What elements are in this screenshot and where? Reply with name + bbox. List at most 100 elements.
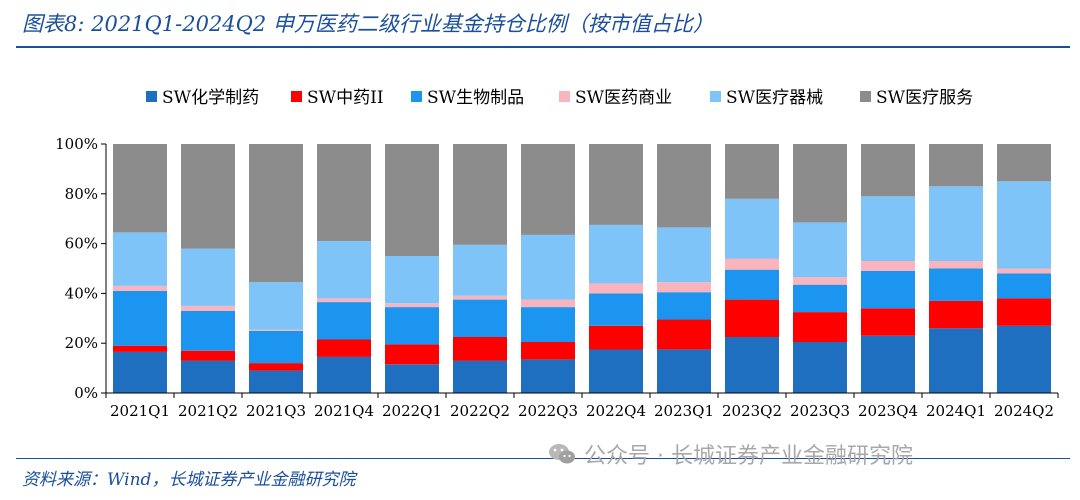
bar-segment-2021Q2-s2 xyxy=(181,310,235,351)
legend-item-1: SW中药II xyxy=(291,88,384,108)
bar-segment-2022Q1-s1 xyxy=(385,344,439,365)
bar-stack-2023Q4 xyxy=(861,144,915,393)
legend-label: SW医疗服务 xyxy=(876,88,973,108)
legend-label: SW中药II xyxy=(307,88,384,108)
bar-segment-2021Q4-s4 xyxy=(317,241,371,299)
bar-segment-2022Q4-s5 xyxy=(589,144,643,225)
bar-segment-2023Q3-s3 xyxy=(793,277,847,285)
x-tick-label: 2023Q4 xyxy=(858,402,918,420)
bar-segment-2022Q3-s5 xyxy=(521,144,575,235)
bar-segment-2023Q1-s2 xyxy=(657,292,711,320)
bar-stack-2023Q2 xyxy=(725,144,779,393)
bar-segment-2021Q1-s5 xyxy=(113,144,167,233)
bar-segment-2021Q3-s3 xyxy=(249,329,303,331)
bar-segment-2023Q2-s4 xyxy=(725,198,779,259)
bar-segment-2022Q1-s0 xyxy=(385,364,439,393)
bar-segment-2022Q3-s0 xyxy=(521,359,575,393)
bar-segment-2021Q2-s5 xyxy=(181,144,235,249)
x-tick-label: 2021Q3 xyxy=(246,402,306,420)
bar-stack-2024Q2 xyxy=(997,144,1051,393)
bar-segment-2021Q4-s3 xyxy=(317,298,371,303)
figure-source: 资料来源：Wind，长城证券产业金融研究院 xyxy=(22,470,356,490)
bar-segment-2021Q4-s0 xyxy=(317,356,371,393)
bar-segment-2021Q1-s0 xyxy=(113,351,167,393)
legend-item-5: SW医疗服务 xyxy=(860,88,973,108)
legend-swatch xyxy=(559,91,570,102)
bar-stack-2023Q1 xyxy=(657,144,711,393)
bar-segment-2022Q1-s2 xyxy=(385,307,439,345)
bar-stack-2023Q3 xyxy=(793,144,847,393)
bar-segment-2022Q4-s1 xyxy=(589,325,643,350)
legend-swatch xyxy=(291,91,302,102)
bar-segment-2021Q4-s1 xyxy=(317,339,371,357)
x-tick-label: 2022Q2 xyxy=(450,402,510,420)
bar-segment-2024Q2-s5 xyxy=(997,144,1051,182)
legend-item-3: SW医药商业 xyxy=(559,88,672,108)
bar-segment-2024Q2-s2 xyxy=(997,273,1051,299)
bar-segment-2022Q3-s4 xyxy=(521,234,575,300)
legend-swatch xyxy=(411,91,422,102)
bar-segment-2024Q1-s3 xyxy=(929,261,983,269)
bar-segment-2023Q2-s0 xyxy=(725,337,779,393)
bar-segment-2021Q2-s3 xyxy=(181,305,235,311)
bar-segment-2022Q4-s3 xyxy=(589,283,643,294)
bar-segment-2021Q2-s0 xyxy=(181,360,235,393)
bar-segment-2021Q3-s2 xyxy=(249,330,303,364)
bar-segment-2023Q2-s2 xyxy=(725,269,779,300)
bar-segment-2021Q3-s5 xyxy=(249,144,303,283)
bar-stack-2022Q1 xyxy=(385,144,439,393)
bar-stack-2021Q2 xyxy=(181,144,235,393)
bar-stack-2022Q3 xyxy=(521,144,575,393)
bar-segment-2022Q2-s3 xyxy=(453,295,507,300)
bar-segment-2023Q4-s1 xyxy=(861,308,915,336)
bar-stack-2021Q3 xyxy=(249,144,303,393)
bar-segment-2024Q1-s5 xyxy=(929,144,983,187)
x-tick-label: 2023Q3 xyxy=(790,402,850,420)
bar-segment-2023Q2-s3 xyxy=(725,258,779,270)
y-tick-label: 100% xyxy=(55,135,98,153)
bar-segment-2024Q2-s1 xyxy=(997,298,1051,326)
bar-segment-2024Q2-s3 xyxy=(997,268,1051,274)
bar-segment-2024Q2-s0 xyxy=(997,325,1051,393)
y-tick-label: 20% xyxy=(65,334,98,352)
bar-segment-2023Q3-s1 xyxy=(793,312,847,342)
bar-segment-2023Q1-s0 xyxy=(657,349,711,393)
x-tick-label: 2024Q1 xyxy=(926,402,986,420)
bar-segment-2021Q4-s5 xyxy=(317,144,371,242)
bar-segment-2023Q4-s2 xyxy=(861,271,915,309)
bar-segment-2021Q3-s4 xyxy=(249,282,303,330)
legend-item-0: SW化学制药 xyxy=(146,88,259,108)
bar-segment-2022Q3-s1 xyxy=(521,342,575,360)
bar-segment-2022Q4-s0 xyxy=(589,349,643,393)
x-tick-label: 2024Q2 xyxy=(994,402,1054,420)
bar-segment-2021Q1-s4 xyxy=(113,232,167,286)
bar-segment-2021Q2-s4 xyxy=(181,248,235,306)
bar-segment-2023Q1-s1 xyxy=(657,319,711,350)
legend-swatch xyxy=(146,91,157,102)
bar-segment-2023Q4-s3 xyxy=(861,261,915,271)
bar-segment-2024Q1-s0 xyxy=(929,328,983,393)
x-tick-label: 2021Q1 xyxy=(110,402,170,420)
bar-segment-2021Q1-s2 xyxy=(113,290,167,346)
legend-label: SW医药商业 xyxy=(575,88,672,108)
bar-groups xyxy=(113,144,1051,393)
bar-segment-2021Q1-s3 xyxy=(113,285,167,291)
y-tick-label: 60% xyxy=(65,235,98,253)
watermark-text: 公众号 · 长城证券产业金融研究院 xyxy=(584,444,913,469)
bar-segment-2024Q1-s4 xyxy=(929,186,983,261)
bar-segment-2023Q4-s0 xyxy=(861,335,915,393)
bar-stack-2024Q1 xyxy=(929,144,983,393)
title-divider xyxy=(16,46,1070,48)
wechat-icon xyxy=(548,443,576,465)
bar-segment-2023Q4-s5 xyxy=(861,144,915,197)
bar-stack-2022Q4 xyxy=(589,144,643,393)
source-divider xyxy=(16,458,1070,459)
y-tick-label: 0% xyxy=(74,384,98,402)
bar-stack-2021Q1 xyxy=(113,144,167,393)
bar-segment-2022Q1-s3 xyxy=(385,303,439,308)
legend-label: SW医疗器械 xyxy=(726,88,823,108)
watermark: 公众号 · 长城证券产业金融研究院 xyxy=(548,438,913,470)
y-tick-label: 80% xyxy=(65,185,98,203)
chart-legend: SW化学制药 SW中药II SW生物制品 SW医药商业 SW医疗器械 SW医疗服务 xyxy=(146,88,973,108)
bar-segment-2023Q2-s1 xyxy=(725,299,779,337)
